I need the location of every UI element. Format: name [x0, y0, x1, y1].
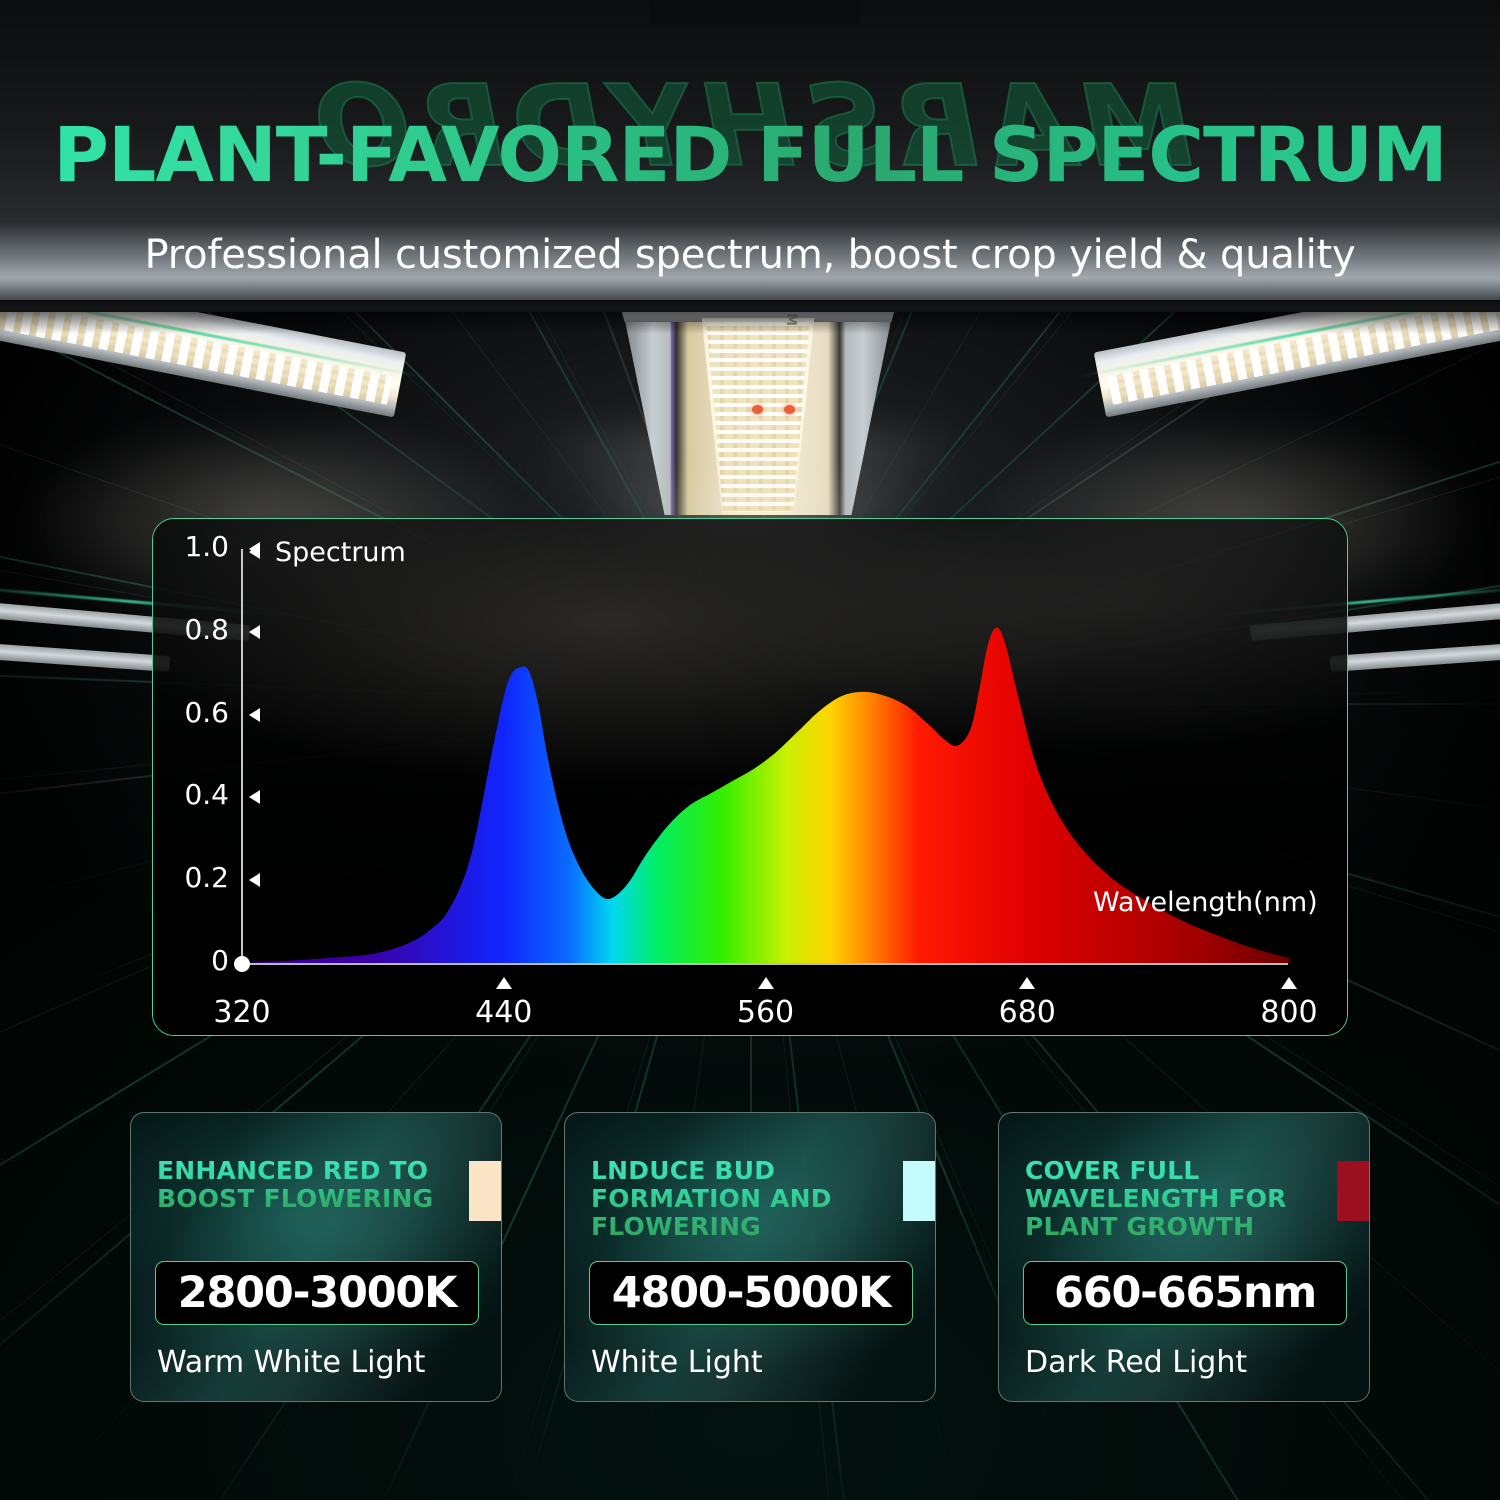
spectrum-chart-card: 1.0 0.8 0.6 0.4 0.2 0 320 440 560 680 800 Spectru… — [152, 518, 1348, 1036]
x-tick-arrow — [495, 977, 512, 989]
feature-card-value: 4800-5000K — [611, 1268, 892, 1318]
y-tick-label: 0 — [211, 944, 229, 977]
y-tick-arrow — [249, 707, 260, 722]
feature-card-1[interactable]: ENHANCED RED TO BOOST FLOWERING 2800-3000… — [130, 1112, 502, 1402]
color-swatch — [903, 1161, 935, 1221]
x-tick-label: 680 — [998, 995, 1056, 1030]
spectrum-curve-svg — [242, 627, 1289, 963]
y-axis-line — [241, 549, 243, 966]
x-tick-arrow — [757, 977, 774, 989]
y-tick-arrow — [249, 790, 260, 805]
feature-card-3[interactable]: COVER FULL WAVELENGTH FOR PLANT GROWTH 66… — [998, 1112, 1370, 1402]
color-swatch — [1337, 1161, 1369, 1221]
x-tick-arrow — [1281, 977, 1297, 989]
x-axis-line — [241, 963, 1288, 965]
origin-marker — [234, 956, 250, 972]
y-tick-label: 0.6 — [184, 695, 229, 729]
feature-card-caption: Warm White Light — [157, 1345, 426, 1380]
y-tick-label: 0.4 — [184, 778, 229, 812]
y-tick-arrow — [249, 624, 260, 639]
chart-inner: 1.0 0.8 0.6 0.4 0.2 0 320 440 560 680 800 Spectru… — [153, 519, 1347, 1035]
y-tick-label: 1.0 — [184, 530, 229, 563]
red-led — [784, 405, 795, 414]
feature-card-2[interactable]: LNDUCE BUD FORMATION AND FLOWERING 4800-5… — [564, 1112, 936, 1402]
feature-card-caption: Dark Red Light — [1025, 1345, 1248, 1380]
feature-card-value: 2800-3000K — [177, 1268, 458, 1318]
background-ray — [750, 705, 752, 1405]
x-tick-arrow — [1019, 977, 1036, 989]
feature-card-headline: COVER FULL WAVELENGTH FOR PLANT GROWTH — [1025, 1157, 1325, 1241]
page-subtitle: Professional customized spectrum, boost … — [144, 232, 1356, 278]
x-tick-label: 440 — [475, 995, 533, 1030]
fixture-led-array — [706, 322, 810, 512]
red-led — [752, 405, 763, 414]
y-tick-label: 0.8 — [184, 612, 229, 646]
feature-card-headline: ENHANCED RED TO BOOST FLOWERING — [157, 1157, 457, 1213]
x-tick-label: 320 — [213, 995, 271, 1030]
page-title: PLANT-FAVORED FULL SPECTRUM — [0, 110, 1500, 199]
x-tick-label: 800 — [1260, 995, 1318, 1030]
header-sheen — [0, 222, 1500, 312]
y-axis-top-arrow — [249, 545, 260, 559]
x-tick-label: 560 — [736, 995, 795, 1030]
feature-card-caption: White Light — [591, 1345, 763, 1380]
header-shadow — [0, 300, 1500, 334]
feature-card-value-box: 2800-3000K — [155, 1261, 479, 1325]
top-notch — [650, 0, 860, 24]
feature-cards-row: ENHANCED RED TO BOOST FLOWERING 2800-3000… — [130, 1112, 1370, 1402]
y-tick-arrow — [249, 873, 260, 888]
feature-card-value-box: 660-665nm — [1023, 1261, 1347, 1325]
color-swatch — [469, 1161, 501, 1221]
feature-card-value-box: 4800-5000K — [589, 1261, 913, 1325]
feature-card-value: 660-665nm — [1054, 1268, 1317, 1318]
x-axis-label: Wavelength(nm) — [1093, 887, 1318, 918]
y-tick-label: 0.2 — [184, 861, 229, 895]
y-axis-label: Spectrum — [275, 537, 406, 568]
feature-card-headline: LNDUCE BUD FORMATION AND FLOWERING — [591, 1157, 891, 1241]
